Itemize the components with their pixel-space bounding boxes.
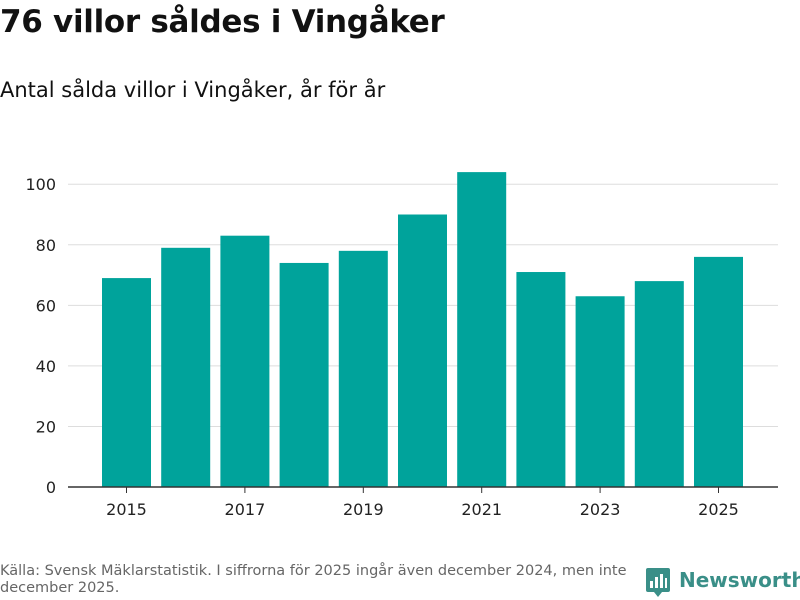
bar-2015 (102, 278, 151, 487)
y-tick-label: 100 (25, 175, 56, 194)
brand-name: Newsworthy (679, 568, 800, 592)
bars (102, 172, 743, 487)
bar-2017 (220, 235, 270, 487)
bar-2025 (694, 256, 743, 487)
y-tick-label: 0 (46, 478, 56, 497)
chart-title: 76 villor såldes i Vingåker (0, 4, 445, 40)
bar-2016 (161, 247, 211, 487)
x-axis (68, 486, 778, 493)
y-tick-label: 60 (36, 296, 56, 315)
y-tick-label: 80 (36, 236, 56, 255)
x-tick-label: 2023 (580, 500, 621, 519)
bar-2018 (279, 262, 329, 487)
bar-2024 (634, 281, 684, 487)
bar-2020 (398, 214, 447, 487)
brand-logo[interactable]: Newsworthy (645, 566, 800, 600)
x-tick-label: 2017 (225, 500, 266, 519)
x-tick-label: 2021 (461, 500, 502, 519)
x-tick-label: 2025 (698, 500, 739, 519)
x-tick-label: 2019 (343, 500, 384, 519)
chart-subtitle: Antal sålda villor i Vingåker, år för år (0, 78, 386, 102)
bar-2019 (338, 250, 388, 487)
x-tick-label: 2015 (106, 500, 147, 519)
bar-2021 (457, 172, 507, 487)
x-axis-labels: 2015 2017 2019 2021 2023 2025 (106, 500, 739, 519)
y-axis-labels: 0 20 40 60 80 100 (25, 175, 56, 497)
y-tick-label: 20 (36, 417, 56, 436)
newsworthy-logo-icon (646, 568, 670, 597)
y-tick-label: 40 (36, 357, 56, 376)
bar-2023 (575, 296, 625, 487)
source-note: Källa: Svensk Mäklarstatistik. I siffror… (0, 563, 627, 596)
bar-2022 (516, 272, 566, 487)
